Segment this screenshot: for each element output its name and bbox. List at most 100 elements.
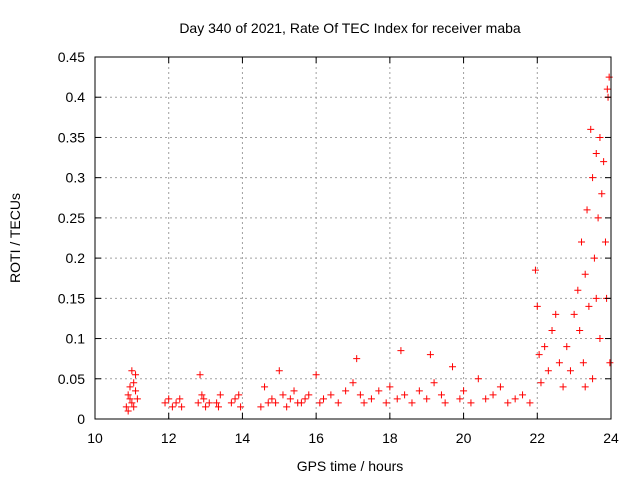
data-point: [161, 399, 169, 407]
data-point: [605, 73, 613, 81]
data-point: [592, 294, 600, 302]
data-point: [213, 399, 221, 407]
data-point: [290, 387, 298, 395]
data-point: [548, 327, 556, 335]
x-tick-label: 22: [529, 430, 545, 446]
data-point: [235, 391, 243, 399]
data-point: [581, 270, 589, 278]
data-point: [202, 403, 210, 411]
data-point: [279, 391, 287, 399]
data-point: [401, 391, 409, 399]
data-point: [216, 391, 224, 399]
data-point: [566, 367, 574, 375]
data-point: [334, 399, 342, 407]
data-point: [393, 395, 401, 403]
data-point: [231, 395, 239, 403]
data-point: [132, 387, 140, 395]
data-point: [327, 391, 335, 399]
data-point: [196, 371, 204, 379]
data-point: [172, 399, 180, 407]
y-tick-label: 0.05: [58, 371, 85, 387]
data-point: [583, 206, 591, 214]
data-point: [449, 363, 457, 371]
data-point: [237, 403, 245, 411]
data-point: [587, 125, 595, 133]
data-point: [320, 395, 328, 403]
data-point: [504, 399, 512, 407]
y-tick-label: 0.25: [58, 210, 85, 226]
data-point: [130, 403, 138, 411]
y-tick-label: 0.35: [58, 129, 85, 145]
data-point: [126, 383, 134, 391]
data-point: [305, 391, 313, 399]
data-point: [555, 359, 563, 367]
data-point: [397, 347, 405, 355]
x-tick-label: 24: [603, 430, 619, 446]
data-point: [176, 395, 184, 403]
x-axis-title: GPS time / hours: [297, 458, 404, 474]
data-point: [124, 391, 132, 399]
chart-title: Day 340 of 2021, Rate Of TEC Index for r…: [179, 20, 521, 36]
data-point: [426, 351, 434, 359]
data-point: [592, 150, 600, 158]
data-point: [122, 403, 130, 411]
data-point: [574, 286, 582, 294]
y-tick-label: 0.4: [66, 89, 86, 105]
data-point: [576, 327, 584, 335]
data-point: [589, 375, 597, 383]
data-point: [537, 379, 545, 387]
data-point: [227, 399, 235, 407]
data-point: [261, 383, 269, 391]
data-point: [297, 399, 305, 407]
data-point: [356, 391, 364, 399]
data-point: [581, 383, 589, 391]
x-tick-label: 18: [382, 430, 398, 446]
data-point: [200, 395, 208, 403]
data-point: [519, 391, 527, 399]
data-point: [511, 395, 519, 403]
data-point: [489, 391, 497, 399]
data-point: [482, 395, 490, 403]
data-point: [541, 343, 549, 351]
y-axis-title: ROTI / TECUs: [7, 193, 23, 283]
data-point: [214, 403, 222, 411]
y-tick-label: 0.2: [66, 250, 86, 266]
data-point: [456, 395, 464, 403]
data-point: [198, 391, 206, 399]
y-tick-label: 0.1: [66, 331, 86, 347]
data-point: [275, 367, 283, 375]
data-point: [474, 375, 482, 383]
data-point: [596, 335, 604, 343]
data-point: [130, 379, 138, 387]
data-point: [286, 395, 294, 403]
data-point: [544, 367, 552, 375]
data-point: [360, 399, 368, 407]
data-point: [606, 359, 614, 367]
y-tick-label: 0.3: [66, 170, 86, 186]
data-point: [535, 351, 543, 359]
data-point: [342, 387, 350, 395]
x-tick-label: 10: [87, 430, 103, 446]
data-point: [367, 395, 375, 403]
data-point: [441, 399, 449, 407]
data-point: [460, 387, 468, 395]
data-point: [382, 399, 390, 407]
data-point: [386, 383, 394, 391]
data-point: [559, 383, 567, 391]
data-point: [531, 266, 539, 274]
data-point: [552, 310, 560, 318]
data-point: [268, 395, 276, 403]
x-tick-label: 20: [456, 430, 472, 446]
data-point: [563, 343, 571, 351]
data-point: [133, 395, 141, 403]
data-point: [124, 407, 132, 415]
points-layer: [122, 73, 614, 415]
plot-frame: [94, 56, 612, 420]
data-point: [408, 399, 416, 407]
data-point: [301, 395, 309, 403]
data-point: [205, 399, 213, 407]
data-point: [178, 403, 186, 411]
data-point: [272, 399, 280, 407]
data-point: [430, 379, 438, 387]
x-tick-label: 14: [235, 430, 251, 446]
